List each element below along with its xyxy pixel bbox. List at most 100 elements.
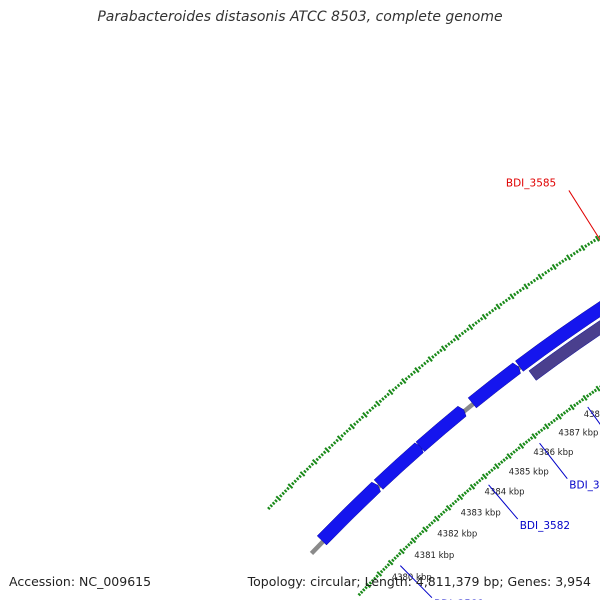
inner-ring-tick: [481, 473, 488, 480]
inner-ring-tick: [591, 390, 595, 395]
inner-ring-tick: [514, 448, 519, 452]
outer-ring-tick: [555, 263, 559, 267]
outer-ring-tick: [381, 397, 385, 401]
outer-ring-tick: [481, 313, 487, 320]
outer-ring-tick: [521, 286, 525, 291]
outer-ring-tick: [493, 306, 498, 311]
inner-ring-tick: [492, 466, 497, 470]
outer-ring-tick: [386, 392, 390, 397]
outer-ring-tick: [544, 270, 548, 275]
outer-ring-tick: [425, 359, 430, 364]
inner-ring-tick: [565, 409, 569, 413]
outer-ring-tick: [375, 400, 381, 407]
outer-ring-tick: [287, 483, 294, 489]
outer-ring-tick: [317, 455, 322, 459]
inner-ring-tick: [430, 521, 434, 525]
outer-ring-tick: [532, 278, 537, 283]
inner-ring-tick: [593, 388, 598, 393]
inner-ring-tick: [416, 534, 420, 538]
forward-strand-gene[interactable]: [467, 362, 521, 409]
accession-text: Accession: NC_009615: [9, 574, 152, 589]
gene-label[interactable]: BDI_3581: [434, 599, 484, 600]
inner-ring-tick: [420, 529, 425, 534]
outer-ring-tick: [537, 273, 543, 280]
outer-ring-tick: [274, 499, 278, 503]
outer-ring-tick: [594, 235, 600, 242]
inner-ring-tick: [444, 508, 448, 512]
outer-ring-tick: [440, 345, 447, 352]
outer-ring-tick: [436, 350, 440, 355]
label-leader-line: [587, 406, 600, 425]
outer-ring-tick: [362, 412, 368, 418]
outer-ring-tick: [365, 410, 370, 415]
reverse-strand-gene[interactable]: [528, 308, 600, 381]
inner-ring-tick: [552, 418, 556, 423]
outer-ring-tick: [358, 417, 362, 422]
outer-ring-tick: [439, 348, 443, 353]
inner-ring-tick: [567, 407, 572, 411]
forward-strand-gene[interactable]: [415, 405, 467, 452]
inner-ring-tick: [550, 420, 554, 425]
outer-ring-tick: [404, 377, 409, 381]
outer-ring-tick: [584, 244, 588, 248]
label-leader-line: [399, 565, 433, 599]
forward-strand-gene[interactable]: [316, 481, 381, 546]
kbp-label: 4383 kbp: [461, 508, 501, 518]
outer-ring-tick: [427, 356, 433, 363]
inner-ring-tick: [395, 554, 400, 558]
topology-text: Topology: circular; Length: 4,811,379 bp…: [247, 574, 591, 589]
outer-ring-tick: [324, 447, 330, 453]
inner-ring-tick: [414, 536, 418, 540]
outer-ring-tick: [342, 431, 347, 436]
inner-ring-tick: [442, 510, 446, 514]
inner-ring-tick: [582, 394, 588, 401]
outer-ring-tick: [283, 489, 288, 493]
outer-ring-tick: [355, 420, 360, 424]
kbp-label: 4385 kbp: [509, 468, 549, 478]
inner-ring-tick: [463, 491, 467, 495]
forward-strand-gene[interactable]: [515, 298, 600, 372]
outer-ring-tick: [327, 445, 332, 450]
inner-ring-tick: [537, 430, 541, 435]
label-leader-line: [568, 190, 600, 241]
outer-ring-tick: [501, 300, 506, 305]
outer-ring-tick: [391, 388, 396, 392]
outer-ring-tick: [407, 374, 411, 379]
inner-ring-tick: [575, 401, 579, 406]
inner-ring-tick: [555, 416, 559, 421]
outer-ring-tick: [535, 276, 539, 281]
inner-ring-tick: [359, 590, 364, 594]
inner-ring-tick: [379, 569, 384, 574]
outer-ring-tick: [320, 452, 324, 457]
kbp-label: 4381 kbp: [414, 551, 454, 561]
inner-ring-tick: [522, 442, 526, 446]
outer-ring-tick: [471, 323, 476, 327]
outer-ring-tick: [507, 296, 511, 301]
outer-ring-tick: [373, 403, 377, 408]
inner-ring-tick: [490, 468, 494, 473]
outer-ring-tick: [423, 361, 427, 366]
inner-ring-tick: [573, 403, 577, 408]
inner-ring-tick: [465, 489, 470, 493]
inner-ring-tick: [453, 499, 458, 504]
inner-ring-tick: [473, 482, 477, 487]
gene-label[interactable]: BDI_3582: [520, 520, 570, 532]
inner-ring-tick: [427, 523, 432, 527]
outer-ring-tick: [488, 310, 492, 315]
inner-ring-tick: [365, 582, 372, 589]
outer-ring-tick: [468, 324, 474, 331]
outer-ring-tick: [310, 462, 315, 467]
gene-label[interactable]: BDI_3583: [569, 480, 600, 492]
inner-ring-tick: [502, 458, 506, 462]
outer-ring-tick: [580, 244, 586, 252]
outer-ring-tick: [340, 434, 344, 438]
inner-ring-tick: [368, 581, 373, 585]
outer-ring-tick: [460, 331, 465, 336]
highlight-gene-label[interactable]: BDI_3585: [506, 177, 556, 189]
outer-ring-tick: [409, 372, 414, 377]
inner-ring-tick: [391, 558, 395, 563]
outer-ring-tick: [394, 385, 398, 390]
inner-ring-tick: [497, 462, 501, 466]
forward-strand-gene[interactable]: [373, 442, 424, 490]
